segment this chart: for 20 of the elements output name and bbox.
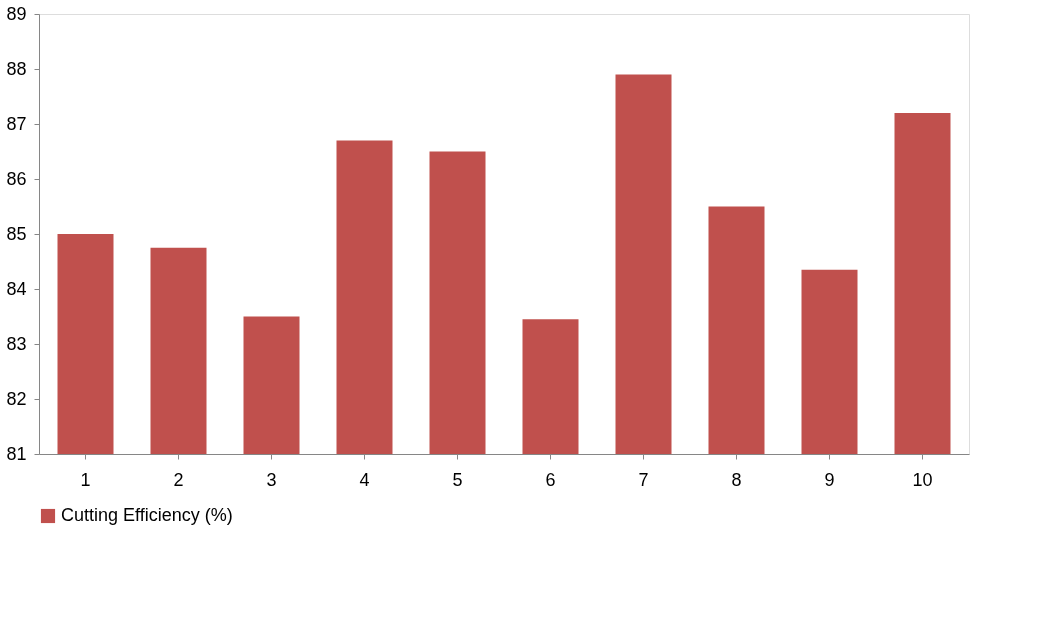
y-tick-label: 86: [6, 168, 27, 189]
y-tick-label: 88: [6, 58, 27, 79]
x-tick-label: 8: [731, 469, 742, 490]
y-tick-label: 83: [6, 333, 27, 354]
x-tick-label: 4: [359, 469, 370, 490]
x-tick-label: 1: [80, 469, 91, 490]
y-tick-label: 84: [6, 278, 27, 299]
x-tick-label: 7: [638, 469, 649, 490]
y-tick-label: 81: [6, 443, 27, 464]
x-tick-label: 10: [912, 469, 933, 490]
x-tick-label: 6: [545, 469, 556, 490]
y-tick-label: 89: [6, 3, 27, 24]
y-tick-label: 85: [6, 223, 27, 244]
y-tick-label: 82: [6, 388, 27, 409]
legend-label: Cutting Efficiency (%): [61, 505, 233, 525]
x-tick-label: 2: [173, 469, 184, 490]
x-tick-label: 9: [824, 469, 835, 490]
y-tick-label: 87: [6, 113, 27, 134]
x-tick-label: 5: [452, 469, 463, 490]
x-tick-label: 3: [266, 469, 277, 490]
